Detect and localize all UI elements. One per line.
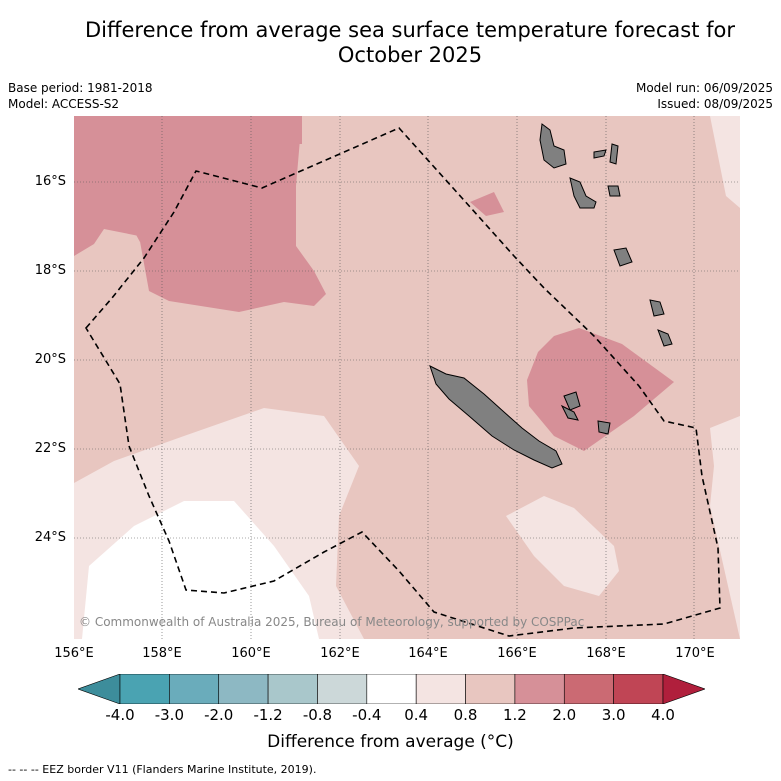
anomaly-zone-1.2-2.0-northwest [166, 116, 302, 144]
copyright-notice: © Commonwealth of Australia 2025, Bureau… [79, 615, 585, 629]
meta-right: Model run: 06/09/2025 Issued: 08/09/2025 [636, 80, 773, 112]
colorbar-tick-label: -0.8 [302, 706, 333, 724]
colorbar-bin [514, 674, 565, 704]
colorbar-tick-label: 3.0 [601, 706, 626, 724]
loyalty-island-1 [563, 391, 581, 411]
eez-border [85, 127, 721, 637]
lat-label: 24°S [34, 530, 66, 545]
meta-left: Base period: 1981-2018 Model: ACCESS-S2 [8, 80, 153, 112]
colorbar-tick-label: 1.2 [502, 706, 527, 724]
vanuatu-island-3 [593, 149, 607, 159]
lon-label: 168°E [586, 646, 626, 661]
colorbar-tick-label: -4.0 [105, 706, 135, 724]
title-line-1: Difference from average sea surface temp… [85, 18, 735, 42]
lon-label: 164°E [408, 646, 448, 661]
lon-label: 160°E [231, 646, 271, 661]
anomaly-zone-neutral [82, 501, 319, 639]
lat-label: 16°S [34, 174, 66, 189]
colorbar-tick-label: -3.0 [154, 706, 184, 724]
vanuatu-island-6 [649, 299, 665, 317]
colorbar-extend-low [78, 674, 121, 704]
colorbar-bin [119, 674, 170, 704]
new-caledonia [429, 365, 563, 469]
colorbar-tick-label: -1.2 [253, 706, 283, 724]
anomaly-zone-1.2-2.0-east [527, 328, 674, 451]
colorbar-bin [366, 674, 417, 704]
anomaly-zone-1.2-2.0-west [74, 116, 326, 312]
vanuatu-island-5 [613, 247, 633, 267]
vanuatu-island-8 [609, 143, 619, 165]
colorbar-extend-high [662, 674, 705, 704]
anomaly-zone-0.4-0.8-northeast [710, 116, 740, 208]
lat-label: 18°S [34, 263, 66, 278]
colorbar-tick-label: 4.0 [651, 706, 675, 724]
loyalty-island-2 [597, 420, 611, 435]
anomaly-zone-1.2-2.0-small [470, 192, 504, 216]
vanuatu-island-7 [657, 329, 673, 347]
lon-label: 158°E [142, 646, 182, 661]
land-masses [429, 123, 673, 469]
anomaly-zone-0.4-0.8-east [710, 416, 740, 639]
colorbar-bin [465, 674, 516, 704]
colorbar-bin [613, 674, 664, 704]
colorbar-tick-label: 0.4 [404, 706, 429, 724]
vanuatu-island-4 [607, 185, 621, 197]
colorbar-bin [169, 674, 220, 704]
colorbar-bin [267, 674, 318, 704]
colorbar-bin [563, 674, 614, 704]
colorbar-tick-label: -2.0 [204, 706, 234, 724]
colorbar [78, 674, 705, 704]
vanuatu-island-2 [569, 177, 597, 209]
colorbar-tick-label: 0.8 [453, 706, 478, 724]
lon-label: 170°E [675, 646, 715, 661]
lat-label: 20°S [34, 352, 66, 367]
graticule [74, 116, 740, 639]
sst-anomaly-map [74, 116, 740, 639]
chart-title: Difference from average sea surface temp… [60, 18, 760, 68]
anomaly-zone-0.4-0.8-southeast [506, 496, 619, 596]
colorbar-bin [317, 674, 368, 704]
lon-label: 162°E [320, 646, 360, 661]
eez-legend-note: -- -- -- EEZ border V11 (Flanders Marine… [8, 763, 317, 776]
issued-date: Issued: 08/09/2025 [657, 97, 773, 111]
lon-label: 156°E [54, 646, 94, 661]
colorbar-bin [415, 674, 466, 704]
lifou-island [560, 404, 579, 421]
title-line-2: October 2025 [337, 43, 483, 67]
colorbar-tick-label: 2.0 [552, 706, 577, 724]
model-name: Model: ACCESS-S2 [8, 97, 120, 111]
base-period: Base period: 1981-2018 [8, 81, 153, 95]
lon-label: 166°E [497, 646, 537, 661]
model-run: Model run: 06/09/2025 [635, 81, 773, 95]
lat-label: 22°S [34, 441, 66, 456]
colorbar-title: Difference from average (°C) [267, 732, 514, 752]
colorbar-bin [218, 674, 269, 704]
colorbar-tick-label: -0.4 [352, 706, 382, 724]
vanuatu-island-1 [539, 123, 567, 169]
